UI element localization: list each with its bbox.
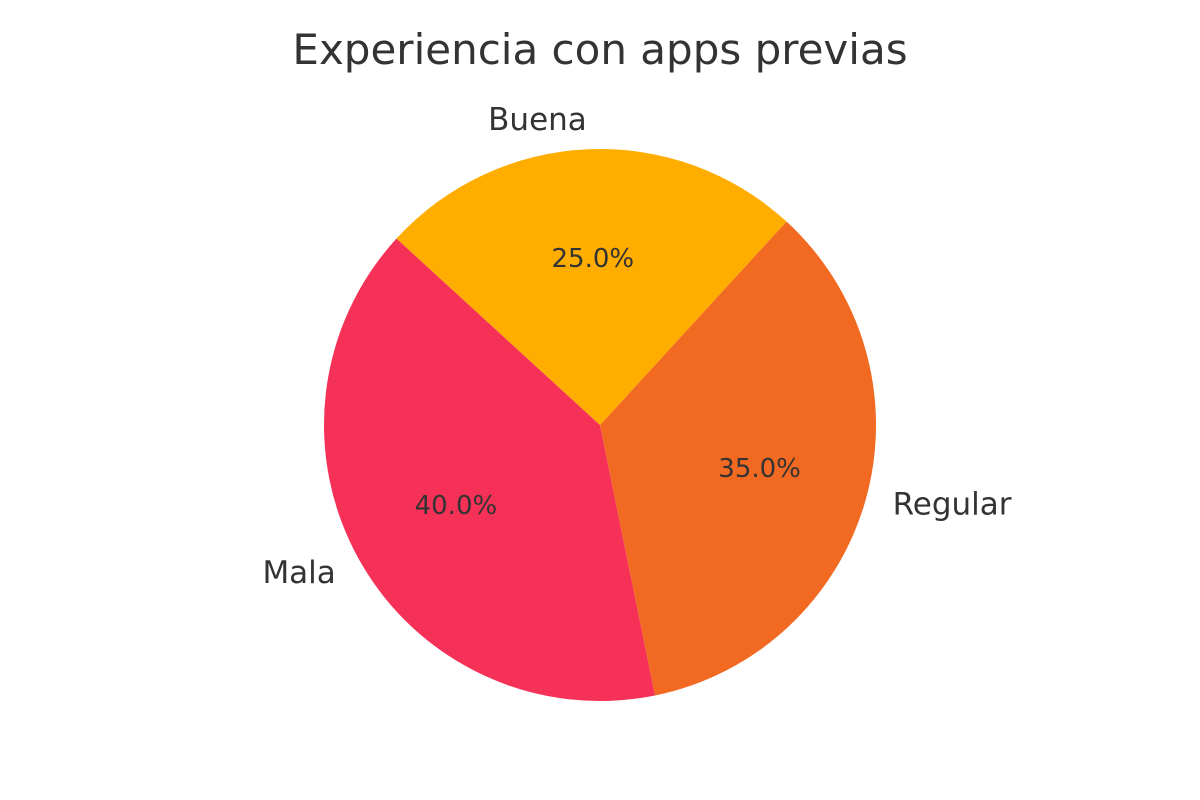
slice-label-buena: Buena [488, 102, 587, 138]
pie-slice-buena [396, 149, 787, 425]
pie-slice-regular [600, 221, 877, 696]
pct-label-regular: 35.0% [718, 454, 801, 484]
chart-title: Experiencia con apps previas [292, 25, 908, 74]
slice-label-regular: Regular [893, 487, 1012, 523]
pie-slice-mala [323, 238, 656, 702]
pct-label-mala: 40.0% [415, 491, 498, 521]
slice-label-mala: Mala [262, 555, 335, 591]
pct-label-buena: 25.0% [551, 244, 634, 274]
